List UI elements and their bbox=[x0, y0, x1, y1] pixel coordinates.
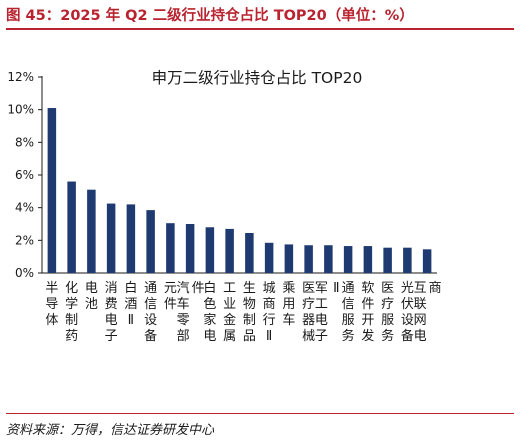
bar bbox=[363, 246, 373, 273]
bar bbox=[205, 227, 215, 273]
category-label: 互联网电商 bbox=[414, 281, 442, 344]
bar bbox=[87, 189, 96, 273]
bar bbox=[185, 224, 195, 273]
header-rule bbox=[6, 28, 514, 30]
category-label: 白色家电 bbox=[203, 280, 216, 344]
bar bbox=[166, 223, 175, 273]
bar bbox=[304, 245, 313, 273]
figure-title: 图 45：2025 年 Q2 二级行业持仓占比 TOP20（单位：%） bbox=[6, 8, 414, 24]
category-label: 工业金属 bbox=[223, 281, 236, 344]
bar bbox=[106, 203, 116, 273]
bar bbox=[403, 247, 412, 273]
category-label: 汽车零部件 bbox=[177, 281, 205, 344]
bar bbox=[47, 108, 57, 274]
footer-rule bbox=[6, 413, 514, 414]
y-tick-label: 12% bbox=[7, 70, 34, 84]
y-tick-label: 0% bbox=[15, 266, 34, 280]
category-label: 生物制品 bbox=[243, 281, 256, 344]
y-tick-label: 4% bbox=[15, 201, 34, 215]
bar bbox=[343, 246, 353, 273]
bar bbox=[146, 210, 155, 273]
category-label: 通信服务 bbox=[342, 281, 355, 344]
bar bbox=[67, 181, 76, 273]
category-label: 城商行 Ⅱ bbox=[263, 281, 276, 344]
category-label: 元件 bbox=[164, 281, 177, 312]
category-label: 通信设备 bbox=[144, 281, 157, 344]
y-tick-labels: 0% 2% 4% 6% 8% 10% 12% bbox=[7, 70, 42, 280]
source-note: 资料来源：万得，信达证券研发中心 bbox=[6, 423, 215, 438]
y-tick-label: 6% bbox=[15, 168, 34, 182]
chart-title: 申万二级行业持仓占比 TOP20 bbox=[152, 69, 363, 87]
category-label: 化学制药 bbox=[65, 281, 78, 344]
category-label: 软件开发 bbox=[361, 281, 374, 344]
category-label: 医疗器械 bbox=[302, 281, 315, 344]
y-tick-label: 10% bbox=[7, 103, 34, 117]
bars bbox=[47, 108, 432, 274]
bar bbox=[422, 249, 432, 273]
category-label: 半导体 bbox=[45, 281, 58, 328]
category-label: 乘用车 bbox=[282, 281, 295, 328]
category-label: 白酒 Ⅱ bbox=[124, 280, 137, 328]
bar bbox=[225, 228, 234, 273]
category-label: 消费电子 bbox=[105, 281, 118, 344]
bar-chart: 申万二级行业持仓占比 TOP20 0% 2% 4% 6% 8% 10% 12% 半导体化学制… bbox=[7, 69, 441, 344]
category-label: 光伏设备 bbox=[401, 281, 414, 344]
bar bbox=[264, 242, 274, 273]
figure-header: 图 45：2025 年 Q2 二级行业持仓占比 TOP20（单位：%） bbox=[0, 0, 520, 30]
bar bbox=[383, 247, 392, 273]
y-tick-label: 2% bbox=[15, 233, 34, 247]
category-label: 医疗服务 bbox=[381, 281, 394, 344]
category-label: 电池 bbox=[85, 281, 98, 312]
category-label: 军工电子Ⅱ bbox=[315, 281, 340, 344]
bar bbox=[126, 204, 136, 273]
bar bbox=[324, 245, 333, 273]
bar bbox=[284, 244, 294, 273]
bar bbox=[245, 232, 254, 273]
y-tick-label: 8% bbox=[15, 135, 34, 149]
